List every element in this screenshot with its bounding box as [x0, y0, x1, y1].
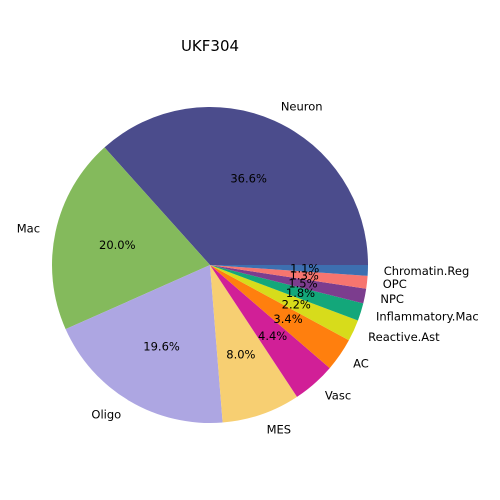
percent-label: 1.1%	[290, 261, 319, 275]
pie-slice-chromatin-reg	[210, 265, 368, 276]
category-labels: Neuron Mac Oligo MES Vasc AC Reactive.Ast Infla…	[17, 99, 479, 436]
percent-label: 36.6%	[230, 171, 267, 185]
category-label: Mac	[17, 222, 40, 236]
category-label: Chromatin.Reg	[384, 264, 470, 278]
category-label: NPC	[380, 292, 404, 306]
percent-label: 1.5%	[288, 277, 317, 291]
pie-slice-mes	[210, 265, 298, 423]
percent-label: 3.4%	[273, 312, 302, 326]
pie-slice-ac	[210, 265, 349, 369]
percent-label: 19.6%	[143, 340, 180, 354]
category-label: Oligo	[91, 407, 121, 421]
percent-labels: 36.6%20.0%19.6%8.0%4.4%3.4%2.2%1.8%1.5%1…	[99, 171, 319, 361]
pie-slice-reactive-ast	[210, 265, 358, 341]
pie-slice-vasc	[210, 265, 330, 397]
percent-label: 8.0%	[226, 348, 255, 362]
category-label: MES	[267, 422, 292, 436]
pie-slice-mac	[52, 147, 210, 330]
pie-slice-inflammatory-mac	[210, 265, 364, 321]
percent-label: 20.0%	[99, 238, 136, 252]
percent-label: 1.8%	[286, 286, 315, 300]
category-label: Neuron	[281, 99, 323, 113]
percent-label: 1.3%	[290, 268, 319, 282]
category-label: Inflammatory.Mac	[376, 310, 479, 324]
percent-label: 2.2%	[282, 297, 311, 311]
category-label: AC	[353, 357, 369, 371]
pie-slice-neuron	[104, 106, 368, 265]
pie-slice-oligo	[65, 265, 223, 423]
pie-slice-opc	[210, 265, 368, 289]
chart-title: UKF304	[181, 37, 239, 55]
category-label: Vasc	[325, 388, 351, 402]
category-label: Reactive.Ast	[368, 330, 440, 344]
pie-slices	[52, 106, 368, 423]
pie-slice-npc	[210, 265, 367, 304]
percent-label: 4.4%	[258, 329, 287, 343]
category-label: OPC	[383, 277, 407, 291]
